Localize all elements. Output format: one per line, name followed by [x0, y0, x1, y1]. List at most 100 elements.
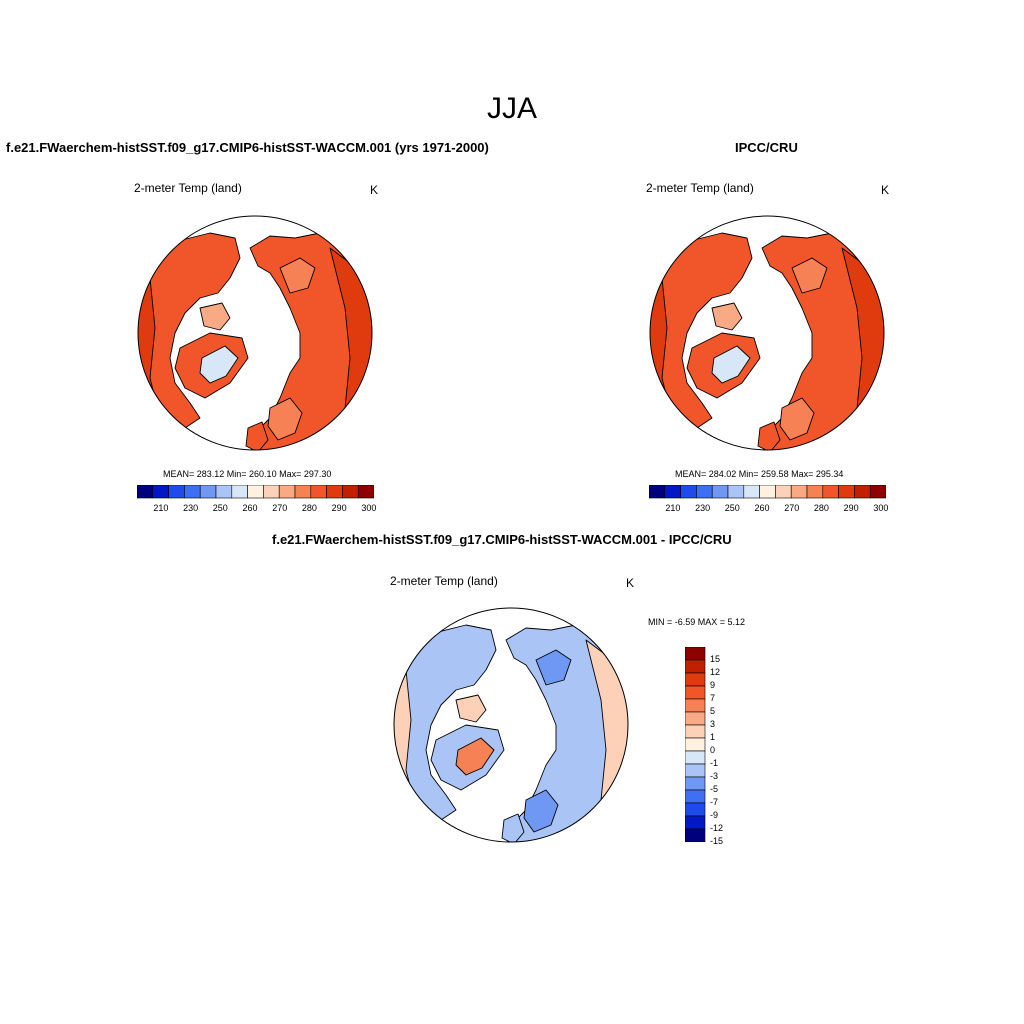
colorbar-box: [685, 789, 706, 804]
landmass-north-america: [394, 624, 497, 831]
colorbar-box: [727, 485, 745, 499]
colorbar-tick-label: -9: [710, 810, 719, 820]
greenland-interior: [199, 345, 239, 384]
colorbar-box: [685, 737, 706, 752]
colorbar-box: [263, 485, 280, 499]
colorbar-box: [806, 485, 824, 499]
panel-right-units: K: [881, 183, 890, 197]
landmass-siberia-north: [535, 649, 572, 686]
landmass-scandinavia: [779, 397, 815, 441]
colorbar-box: [685, 685, 706, 700]
colorbar-tick-label: 270: [784, 503, 800, 513]
colorbar-tick-label: -7: [710, 797, 719, 807]
colorbar-tick-label: 230: [183, 503, 199, 513]
colorbar-box: [696, 485, 713, 499]
colorbar-tick-label: 0: [710, 745, 716, 755]
colorbar-tick-label: 210: [665, 503, 681, 513]
colorbar-box: [664, 485, 681, 499]
colorbar-tick-label: 15: [710, 654, 721, 664]
colorbar-box: [869, 485, 886, 499]
colorbar-box: [342, 485, 359, 499]
map-bottom: [393, 607, 629, 843]
colorbar-box: [278, 485, 296, 499]
colorbar-tick-label: 270: [272, 503, 288, 513]
colorbar-box: [685, 763, 706, 778]
landmass-siberia-north: [791, 257, 828, 294]
panel-bottom-subtitle: 2-meter Temp (land): [390, 574, 498, 588]
map-border: [137, 215, 373, 451]
colorbar-box: [310, 485, 327, 499]
panel-right-subtitle: 2-meter Temp (land): [646, 181, 754, 195]
colorbar-tick-label: 5: [710, 706, 716, 716]
colorbar-tick-label: -5: [710, 784, 719, 794]
colorbar-tick-label: 1: [710, 732, 716, 742]
map-right: [649, 215, 885, 451]
colorbar-box: [247, 485, 264, 499]
colorbar-box: [854, 485, 871, 499]
colorbar-box: [775, 485, 792, 499]
landmass-arctic-islands: [199, 302, 231, 331]
colorbar-box: [215, 485, 233, 499]
colorbar-box: [685, 828, 706, 842]
figure-title: JJA: [486, 92, 537, 125]
colorbar-box: [326, 485, 343, 499]
map-left: [137, 215, 373, 451]
colorbar-box: [838, 485, 855, 499]
panel-left-stats: MEAN= 283.12 Min= 260.10 Max= 297.30: [163, 469, 332, 479]
colorbar-tick-label: -3: [710, 771, 719, 781]
colorbar-box: [685, 724, 706, 739]
panel-left-title: f.e21.FWaerchem-histSST.f09_g17.CMIP6-hi…: [6, 140, 489, 155]
colorbar-tick-label: 230: [695, 503, 711, 513]
landmass-british-isles: [245, 421, 269, 450]
colorbar-box: [711, 485, 729, 499]
colorbar-tick-label: 290: [331, 503, 347, 513]
landmass-scandinavia: [523, 789, 559, 833]
panel-bottom-units: K: [626, 576, 635, 590]
colorbar-box: [759, 485, 776, 499]
map-border: [649, 215, 885, 451]
colorbar-tick-label: 290: [843, 503, 859, 513]
greenland-interior: [455, 737, 495, 776]
colorbar-box: [152, 485, 169, 499]
colorbar-tick-label: 280: [301, 503, 317, 513]
colorbar-box: [168, 485, 185, 499]
landmass-north-america: [138, 232, 241, 439]
map-border: [393, 607, 629, 843]
colorbar-box: [685, 659, 706, 674]
colorbar-box: [685, 802, 706, 817]
colorbar-box: [231, 485, 248, 499]
colorbar-box: [685, 776, 706, 791]
colorbar-box: [790, 485, 808, 499]
colorbar-box: [685, 698, 706, 713]
colorbar-tick-label: 9: [710, 680, 716, 690]
colorbar-box: [743, 485, 760, 499]
colorbar-box: [649, 485, 666, 499]
colorbar-box: [137, 485, 154, 499]
colorbar-tick-label: 300: [361, 503, 377, 513]
landmass-north-america: [650, 232, 753, 439]
colorbar-tick-label: -12: [710, 823, 724, 833]
landmass-arctic-islands: [711, 302, 743, 331]
colorbar-tick-label: 210: [153, 503, 169, 513]
colorbar-tick-label: 7: [710, 693, 716, 703]
colorbar-tick-label: 12: [710, 667, 721, 677]
colorbar-tick-label: 250: [212, 503, 228, 513]
colorbar-diff: [685, 647, 706, 842]
colorbar-tick-label: 250: [724, 503, 740, 513]
colorbar-box: [685, 711, 706, 726]
colorbar-tick-label: -15: [710, 836, 724, 846]
colorbar-box: [685, 815, 706, 830]
colorbar-box: [685, 672, 706, 687]
colorbar-tick-label: 260: [242, 503, 258, 513]
colorbar-left: [137, 485, 374, 499]
landmass-british-isles: [501, 813, 525, 842]
colorbar-box: [822, 485, 839, 499]
colorbar-tick-label: 280: [813, 503, 829, 513]
colorbar-tick-label: -1: [710, 758, 719, 768]
colorbar-box: [357, 485, 374, 499]
colorbar-tick-label: 260: [754, 503, 770, 513]
panel-left-units: K: [370, 183, 379, 197]
landmass-siberia-north: [279, 257, 316, 294]
colorbar-box: [294, 485, 312, 499]
panel-bottom-stats: MIN = -6.59 MAX = 5.12: [648, 617, 746, 627]
